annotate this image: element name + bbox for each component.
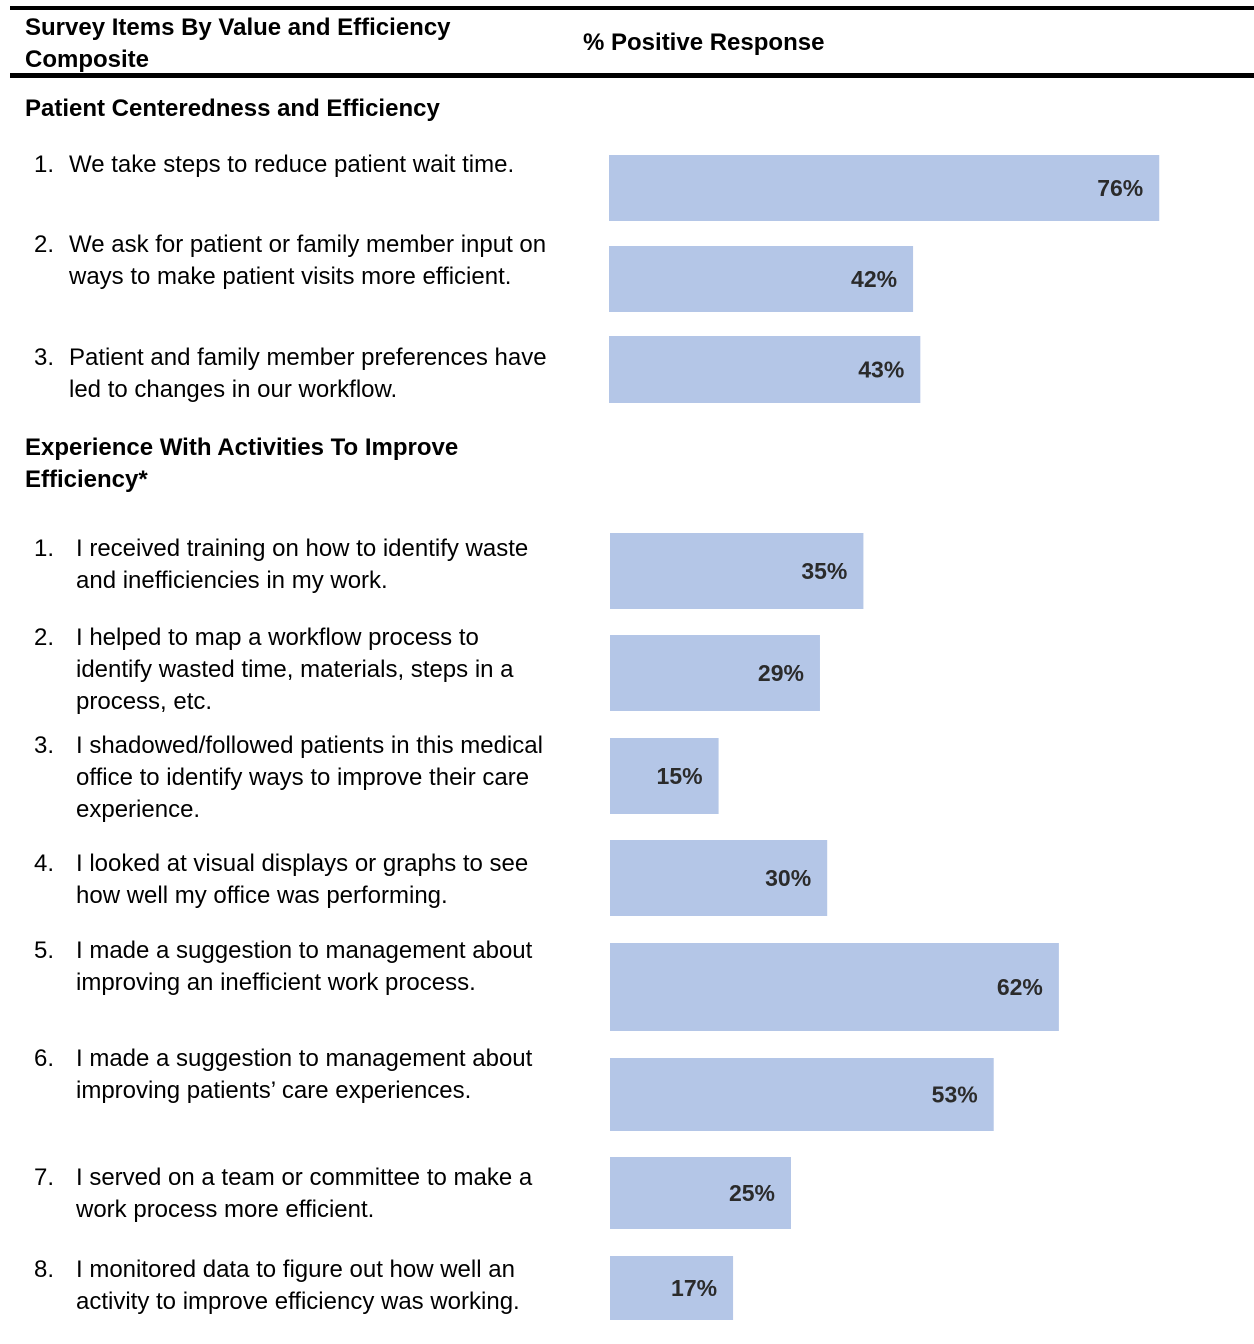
item-text: We ask for patient or family member inpu… [69, 231, 547, 290]
item-number: 2. [34, 624, 55, 651]
survey-item: 7. I served on a team or committee to ma… [34, 1162, 554, 1226]
survey-item: 1. I received training on how to identif… [34, 533, 554, 597]
item-number: 2. [34, 231, 55, 258]
bar-value-label: 15% [657, 763, 703, 789]
item-text: I monitored data to figure out how well … [76, 1256, 520, 1315]
item-number: 5. [34, 937, 55, 964]
item-text: I made a suggestion to management about … [76, 937, 533, 996]
survey-item: 2. I helped to map a workflow process to… [34, 622, 554, 718]
bar-g2-item-2 [610, 635, 820, 711]
bar-g2-item-8 [610, 1256, 734, 1320]
bar-g2-item-7 [610, 1157, 791, 1229]
item-text: I received training on how to identify w… [76, 535, 529, 594]
item-number: 3. [34, 344, 55, 371]
bar-g1-item-2 [609, 246, 914, 312]
bar-g2-item-3 [610, 738, 719, 814]
item-number: 1. [34, 535, 55, 562]
column-header-items: Survey Items By Value and Efficiency Com… [25, 14, 451, 73]
item-text: We take steps to reduce patient wait tim… [69, 151, 515, 178]
item-text: I helped to map a workflow process to id… [76, 624, 514, 715]
bar-value-label: 62% [997, 974, 1043, 1000]
bar-value-label: 30% [765, 865, 811, 891]
survey-item: 6. I made a suggestion to management abo… [34, 1043, 554, 1107]
item-text: I made a suggestion to management about … [76, 1045, 533, 1104]
survey-item: 3. Patient and family member preferences… [34, 342, 554, 406]
bar-g1-item-3 [609, 336, 921, 403]
bar-g2-item-5 [610, 943, 1059, 1031]
bar-value-label: 35% [801, 558, 847, 584]
bar-g2-item-1 [610, 533, 864, 609]
bar-value-label: 42% [851, 266, 897, 292]
bar-g2-item-4 [610, 840, 828, 916]
item-text: Patient and family member preferences ha… [69, 344, 547, 403]
header-top-rule [10, 6, 1254, 10]
bar-value-label: 17% [671, 1275, 717, 1301]
bar-g2-item-6 [610, 1058, 994, 1131]
item-number: 1. [34, 151, 55, 178]
item-text: I served on a team or committee to make … [76, 1164, 533, 1223]
item-number: 6. [34, 1045, 55, 1072]
bar-value-label: 25% [729, 1180, 775, 1206]
bar-value-label: 76% [1097, 175, 1143, 201]
item-text: I shadowed/followed patients in this med… [76, 732, 543, 823]
header-bottom-rule [10, 73, 1254, 78]
bar-value-label: 43% [858, 357, 904, 383]
bar-g1-item-1 [609, 155, 1160, 221]
survey-item: 1. We take steps to reduce patient wait … [34, 149, 554, 181]
bar-value-label: 53% [932, 1082, 978, 1108]
item-number: 7. [34, 1164, 55, 1191]
section-title-experience-activities: Experience With Activities To Improve Ef… [25, 434, 459, 493]
item-number: 3. [34, 732, 55, 759]
survey-item: 4. I looked at visual displays or graphs… [34, 848, 554, 912]
survey-item: 5. I made a suggestion to management abo… [34, 935, 554, 999]
item-number: 4. [34, 850, 55, 877]
item-number: 8. [34, 1256, 55, 1283]
section-title-patient-centeredness: Patient Centeredness and Efficiency [25, 95, 440, 122]
survey-item: 3. I shadowed/followed patients in this … [34, 730, 554, 826]
survey-item: 8. I monitored data to figure out how we… [34, 1254, 554, 1318]
survey-item: 2. We ask for patient or family member i… [34, 229, 554, 293]
bar-value-label: 29% [758, 660, 804, 686]
column-header-percent: % Positive Response [583, 29, 825, 56]
item-text: I looked at visual displays or graphs to… [76, 850, 529, 909]
